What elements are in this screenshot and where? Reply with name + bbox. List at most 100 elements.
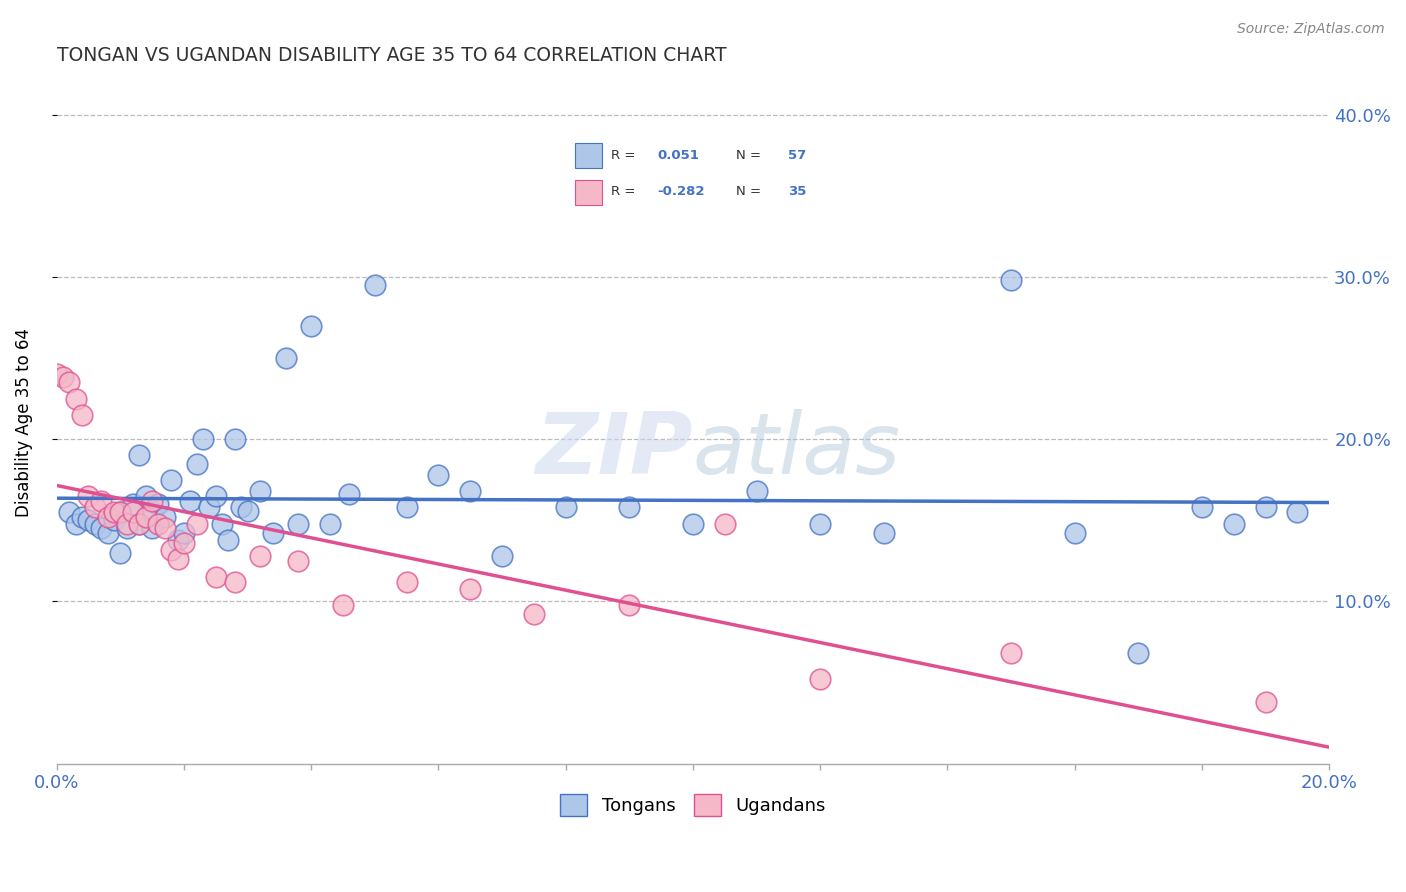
Point [160,473,183,487]
Text: TONGAN VS UGANDAN DISABILITY AGE 35 TO 64 CORRELATION CHART: TONGAN VS UGANDAN DISABILITY AGE 35 TO 6… [56,46,727,65]
Point [166,552,188,566]
Point [713,516,735,531]
Point [179,493,201,508]
Point [682,516,704,531]
Point [135,489,157,503]
Point [77,489,100,503]
Point [45,368,67,382]
FancyBboxPatch shape [575,179,602,205]
Point [249,549,271,563]
Point [83,516,105,531]
Point [141,493,163,508]
Point [173,536,195,550]
Text: Source: ZipAtlas.com: Source: ZipAtlas.com [1237,22,1385,37]
Point [319,516,342,531]
Point [128,516,150,531]
Text: atlas: atlas [693,409,901,491]
Point [103,505,125,519]
Y-axis label: Disability Age 35 to 64: Disability Age 35 to 64 [15,328,32,517]
Point [191,432,214,446]
Point [873,526,896,541]
Point [110,505,132,519]
Point [186,516,208,531]
Text: 0.051: 0.051 [657,149,699,162]
Point [1000,647,1022,661]
FancyBboxPatch shape [575,144,602,169]
Point [287,516,309,531]
Point [122,505,145,519]
Point [70,510,93,524]
Point [110,546,132,560]
Point [554,500,576,515]
Point [65,516,87,531]
Point [808,516,831,531]
Point [395,500,418,515]
Point [1128,647,1150,661]
Text: ZIP: ZIP [536,409,693,491]
Point [458,582,481,596]
Point [160,542,183,557]
Point [115,521,138,535]
Point [83,500,105,515]
Point [148,516,170,531]
Point [186,457,208,471]
Point [1191,500,1213,515]
Point [135,510,157,524]
Text: 35: 35 [789,186,807,198]
Legend: Tongans, Ugandans: Tongans, Ugandans [553,787,832,823]
Text: N =: N = [737,186,762,198]
Point [745,484,768,499]
Point [141,505,163,519]
Point [217,533,239,547]
Point [1254,695,1277,709]
Point [491,549,513,563]
Point [458,484,481,499]
Point [141,521,163,535]
Point [249,484,271,499]
Point [808,673,831,687]
Point [70,408,93,422]
Text: N =: N = [737,149,762,162]
Point [198,500,221,515]
Point [148,497,170,511]
Point [1223,516,1246,531]
Point [224,432,246,446]
Point [58,376,80,390]
Point [427,467,450,482]
Point [1254,500,1277,515]
Point [262,526,284,541]
Point [58,505,80,519]
Point [65,392,87,406]
Point [337,487,360,501]
Point [211,516,233,531]
Point [90,493,112,508]
Point [90,521,112,535]
Point [153,521,176,535]
Point [77,513,100,527]
Point [619,598,641,612]
Point [128,516,150,531]
Text: 57: 57 [789,149,807,162]
Point [153,510,176,524]
Point [204,489,226,503]
Point [523,607,546,622]
Text: -0.282: -0.282 [657,186,704,198]
Point [128,449,150,463]
Point [96,510,118,524]
Point [122,497,145,511]
Text: R =: R = [612,149,636,162]
Point [96,526,118,541]
Point [1000,273,1022,287]
Point [299,318,322,333]
Point [166,533,188,547]
Point [204,570,226,584]
Point [395,574,418,589]
Point [1286,505,1309,519]
Point [236,503,259,517]
Point [110,505,132,519]
Point [332,598,354,612]
Point [52,370,75,384]
Point [231,500,253,515]
Point [619,500,641,515]
Point [287,554,309,568]
